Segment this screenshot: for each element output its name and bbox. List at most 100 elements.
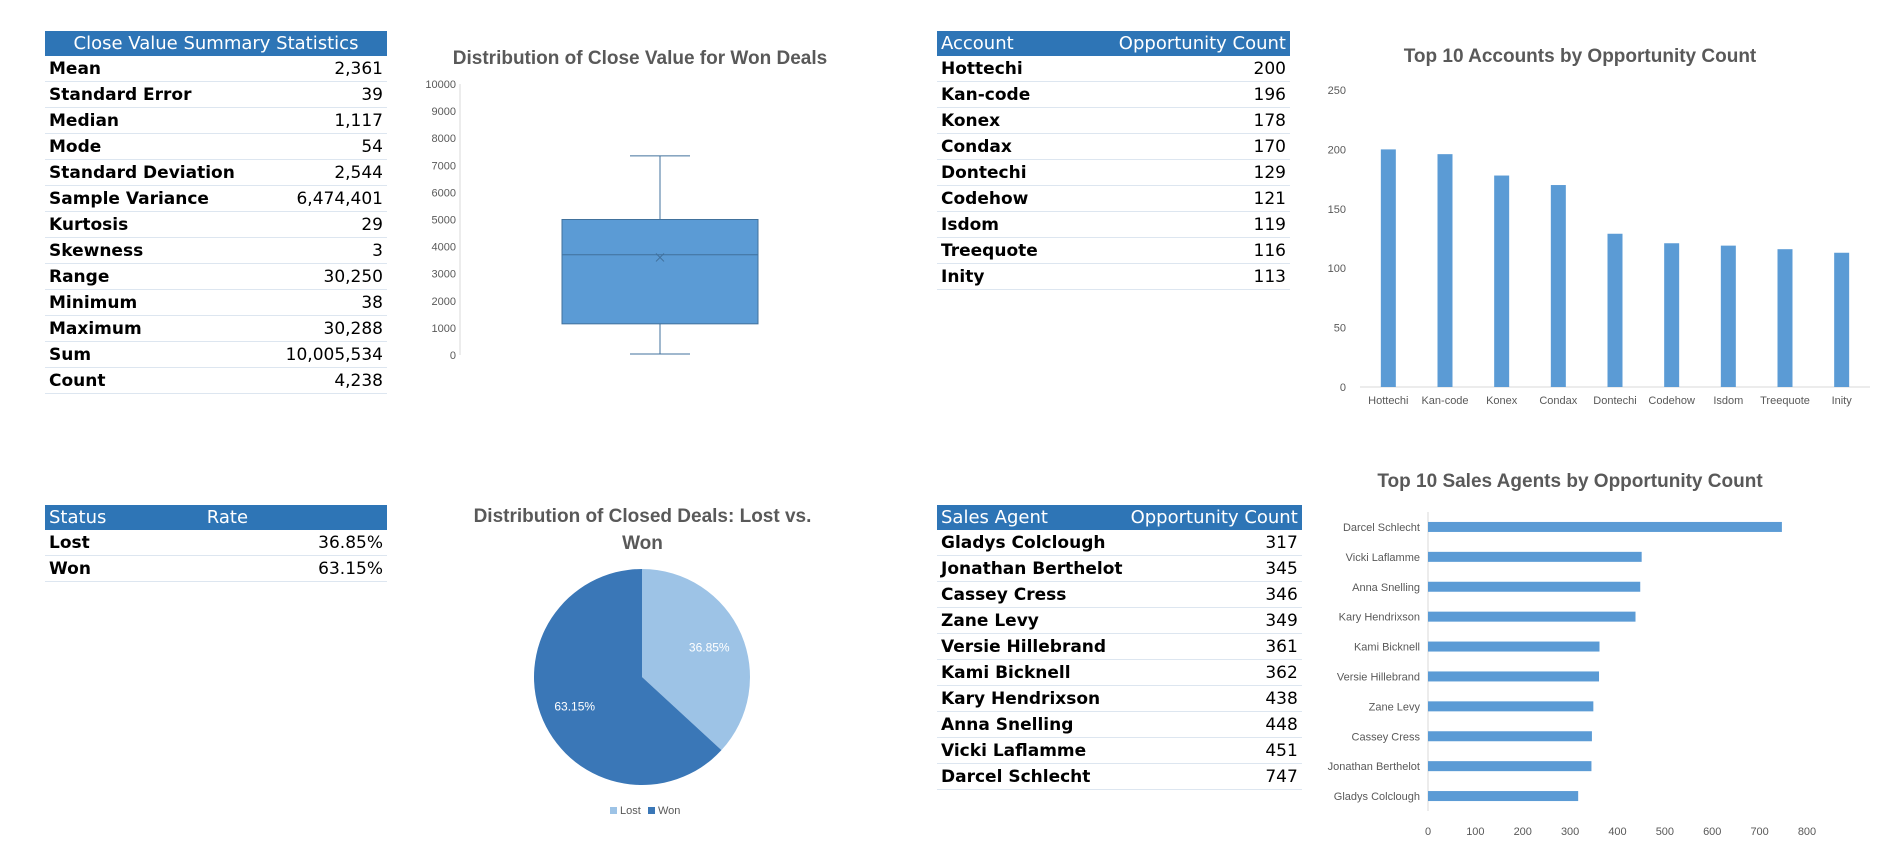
- agents-bar: [1428, 641, 1600, 652]
- pie-legend-label: Lost: [620, 805, 641, 817]
- agents-x-tick: 200: [1514, 826, 1532, 838]
- summary-stat-row-value: 2,544: [266, 159, 387, 186]
- agent-row-value: 345: [1126, 555, 1302, 582]
- agent-row: Vicki Laflamme 451: [937, 737, 1302, 764]
- summary-stat-row-value: 10,005,534: [266, 341, 387, 368]
- accounts-x-tick: Inity: [1832, 395, 1853, 407]
- accounts-y-tick: 100: [1328, 263, 1346, 275]
- accounts-bar: [1664, 243, 1680, 387]
- agents-y-tick: Zane Levy: [1369, 701, 1421, 713]
- status-row-label: Won: [45, 555, 207, 582]
- agents-y-tick: Darcel Schlecht: [1343, 522, 1420, 534]
- accounts-header-account: Account: [937, 31, 1070, 56]
- agents-bar: [1428, 521, 1782, 532]
- account-row-label: Dontechi: [937, 159, 1070, 186]
- status-header-status: Status: [45, 505, 207, 530]
- agent-row: Jonathan Berthelot 345: [937, 555, 1302, 582]
- account-row: Condax 170: [937, 133, 1290, 160]
- account-row: Hottechi 200: [937, 56, 1290, 82]
- accounts-bar-chart: 0 50 100 150 200 250 Hottechi Kan-code Konex Cond…: [1328, 85, 1870, 407]
- boxplot-y-tick: 9000: [432, 106, 456, 118]
- summary-stat-row: Skewness 3: [45, 237, 387, 264]
- agent-row: Gladys Colclough 317: [937, 530, 1302, 556]
- closed-deals-pie-chart: 36.85% 63.15% Lost Won: [534, 569, 750, 817]
- status-row-value: 36.85%: [206, 530, 387, 556]
- agents-x-tick: 0: [1425, 826, 1431, 838]
- accounts-y-tick: 50: [1334, 323, 1346, 335]
- agents-y-tick: Jonathan Berthelot: [1328, 761, 1420, 773]
- account-row-label: Konex: [937, 107, 1070, 134]
- accounts-x-tick: Kan-code: [1421, 395, 1468, 407]
- agents-chart-title: Top 10 Sales Agents by Opportunity Count: [1377, 471, 1763, 492]
- boxplot-y-tick: 1000: [432, 323, 456, 335]
- agents-y-tick: Anna Snelling: [1352, 582, 1420, 594]
- summary-stat-row-value: 29: [266, 211, 387, 238]
- account-row-value: 200: [1069, 56, 1290, 82]
- summary-stat-row: Maximum 30,288: [45, 315, 387, 342]
- summary-stat-row: Count 4,238: [45, 367, 387, 394]
- account-row: Konex 178: [937, 107, 1290, 134]
- agents-table: Sales Agent Opportunity Count Gladys Col…: [937, 505, 1302, 790]
- account-row-label: Hottechi: [937, 56, 1070, 82]
- agent-row-label: Gladys Colclough: [937, 530, 1127, 556]
- agents-bar: [1428, 791, 1579, 802]
- agent-row: Anna Snelling 448: [937, 711, 1302, 738]
- accounts-y-tick: 0: [1340, 382, 1346, 394]
- summary-stat-row-value: 38: [266, 289, 387, 316]
- accounts-bar: [1380, 149, 1396, 387]
- accounts-bar: [1834, 252, 1850, 387]
- agent-row-label: Cassey Cress: [937, 581, 1127, 608]
- agents-y-tick: Cassey Cress: [1352, 731, 1421, 743]
- accounts-bar: [1777, 249, 1793, 387]
- summary-stat-row-label: Kurtosis: [45, 211, 267, 238]
- summary-stat-row: Minimum 38: [45, 289, 387, 316]
- summary-stat-row: Median 1,117: [45, 107, 387, 134]
- accounts-x-tick: Dontechi: [1593, 395, 1636, 407]
- accounts-x-tick: Konex: [1486, 395, 1518, 407]
- agent-row-value: 349: [1126, 607, 1302, 634]
- summary-stat-row-value: 30,288: [266, 315, 387, 342]
- pie-title: Distribution of Closed Deals: Lost vs. W…: [473, 506, 812, 554]
- summary-stat-row: Sample Variance 6,474,401: [45, 185, 387, 212]
- summary-stat-row: Mean 2,361: [45, 56, 387, 82]
- summary-stat-row-value: 1,117: [266, 107, 387, 134]
- account-row-value: 170: [1069, 133, 1290, 160]
- pie-data-label: 63.15%: [554, 699, 595, 713]
- boxplot-title: Distribution of Close Value for Won Deal…: [452, 48, 828, 69]
- summary-stat-row-label: Standard Error: [45, 81, 267, 108]
- agents-bar: [1428, 761, 1592, 772]
- account-row-value: 119: [1069, 211, 1290, 238]
- account-row-value: 113: [1069, 263, 1290, 290]
- boxplot-y-tick: 6000: [432, 187, 456, 199]
- account-row-label: Inity: [937, 263, 1070, 290]
- agent-row-value: 747: [1126, 763, 1302, 790]
- summary-stat-row: Standard Error 39: [45, 81, 387, 108]
- summary-stat-row-value: 3: [266, 237, 387, 264]
- boxplot-y-tick: 10000: [425, 79, 456, 91]
- agent-row-value: 438: [1126, 685, 1302, 712]
- summary-stat-row: Mode 54: [45, 133, 387, 160]
- account-row-label: Kan-code: [937, 81, 1070, 108]
- agent-row-label: Jonathan Berthelot: [937, 555, 1127, 582]
- agents-x-tick: 300: [1561, 826, 1579, 838]
- agent-row-value: 362: [1126, 659, 1302, 686]
- summary-stat-row: Sum 10,005,534: [45, 341, 387, 368]
- summary-stat-row-label: Mode: [45, 133, 267, 160]
- account-row-label: Condax: [937, 133, 1070, 160]
- agent-row-value: 451: [1126, 737, 1302, 764]
- summary-stat-row-value: 30,250: [266, 263, 387, 290]
- summary-stat-row-label: Mean: [45, 56, 267, 82]
- agents-x-tick: 500: [1656, 826, 1674, 838]
- agents-y-tick: Kary Hendrixson: [1339, 612, 1420, 624]
- pie-legend-label: Won: [658, 805, 680, 817]
- status-row: Won 63.15%: [45, 555, 387, 582]
- agents-bar: [1428, 551, 1642, 562]
- summary-stat-row-label: Count: [45, 367, 267, 394]
- accounts-bar: [1720, 245, 1736, 387]
- accounts-bar: [1550, 185, 1566, 387]
- accounts-x-tick: Codehow: [1648, 395, 1695, 407]
- boxplot-y-tick: 5000: [432, 215, 456, 227]
- accounts-bar: [1437, 154, 1453, 387]
- summary-stat-row-label: Sample Variance: [45, 185, 267, 212]
- account-row: Codehow 121: [937, 185, 1290, 212]
